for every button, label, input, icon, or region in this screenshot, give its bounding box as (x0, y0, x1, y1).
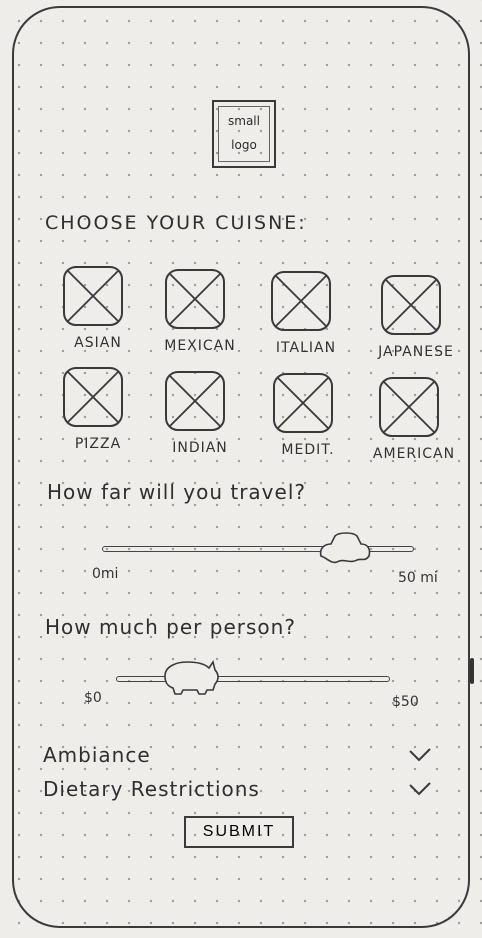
dietary-restrictions-label: Dietary Restrictions (43, 777, 260, 801)
image-placeholder-icon (271, 271, 331, 331)
cuisine-option-pizza[interactable]: PIZZA (48, 366, 138, 466)
cuisine-option-american[interactable]: AMERICAN (364, 376, 454, 476)
cuisine-label: JAPANESE (378, 344, 454, 360)
piggy-bank-slider-thumb-icon[interactable] (157, 656, 223, 700)
cuisine-label: AMERICAN (372, 446, 456, 462)
chevron-down-icon[interactable] (407, 746, 433, 764)
logo: small logo (212, 100, 276, 168)
logo-text-line2: logo (231, 138, 257, 152)
dietary-restrictions-dropdown[interactable]: Dietary Restrictions (43, 774, 433, 804)
phone-side-button (470, 658, 474, 684)
cuisine-label: MEDIT. (281, 442, 335, 458)
travel-max-label: 50 mi (398, 570, 438, 586)
logo-box: small logo (218, 106, 270, 162)
image-placeholder-icon (381, 275, 441, 335)
logo-text-line1: small (228, 114, 260, 128)
image-placeholder-icon (165, 269, 225, 329)
submit-button[interactable]: SUBMIT (184, 816, 294, 848)
ambiance-label: Ambiance (43, 743, 151, 767)
price-max-label: $50 (392, 694, 419, 710)
cuisine-option-mediterranean[interactable]: MEDIT. (258, 372, 348, 472)
chevron-down-icon[interactable] (407, 780, 433, 798)
image-placeholder-icon (63, 367, 123, 427)
price-per-person-slider[interactable] (116, 660, 390, 695)
cuisine-option-italian[interactable]: ITALIAN (256, 270, 346, 370)
car-slider-thumb-icon[interactable] (315, 528, 375, 568)
cuisine-option-asian[interactable]: ASIAN (48, 265, 138, 365)
price-min-label: $0 (84, 690, 102, 706)
cuisine-option-indian[interactable]: INDIAN (150, 370, 240, 470)
image-placeholder-icon (273, 373, 333, 433)
travel-question: How far will you travel? (47, 480, 306, 504)
cuisine-option-japanese[interactable]: JAPANESE (366, 274, 456, 374)
cuisine-title: CHOOSE YOUR CUISNE: (45, 212, 307, 234)
cuisine-option-mexican[interactable]: MEXICAN (150, 268, 240, 368)
slider-track (116, 676, 390, 682)
image-placeholder-icon (379, 377, 439, 437)
image-placeholder-icon (63, 266, 123, 326)
cuisine-label: ASIAN (74, 335, 122, 351)
cuisine-label: MEXICAN (164, 338, 236, 354)
ambiance-dropdown[interactable]: Ambiance (43, 740, 433, 770)
slider-track (102, 546, 414, 552)
travel-min-label: 0mi (92, 566, 119, 582)
travel-distance-slider[interactable] (102, 532, 414, 564)
cuisine-label: INDIAN (172, 440, 228, 456)
cuisine-label: PIZZA (74, 436, 122, 452)
phone-frame (12, 6, 474, 928)
image-placeholder-icon (165, 371, 225, 431)
cuisine-label: ITALIAN (275, 340, 337, 356)
price-question: How much per person? (45, 615, 296, 639)
